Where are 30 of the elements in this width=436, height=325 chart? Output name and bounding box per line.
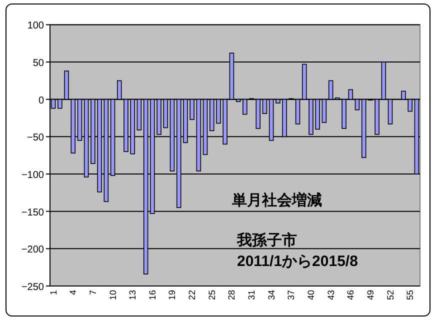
x-tick-label: 10 <box>108 290 118 300</box>
y-tick-label: 50 <box>32 58 44 70</box>
y-tick-label: −200 <box>21 244 44 256</box>
x-tick-label: 46 <box>346 290 356 300</box>
annotation: 我孫子市 <box>236 231 297 249</box>
x-tick-label: 52 <box>385 290 396 300</box>
x-tick-label: 1 <box>48 290 58 296</box>
y-tick-label: 0 <box>38 95 44 106</box>
x-tick-label: 34 <box>266 290 276 300</box>
y-tick-label: −100 <box>21 170 44 182</box>
x-tick-label: 31 <box>246 290 257 300</box>
x-tick-label: 13 <box>128 290 138 300</box>
y-tick-label: −50 <box>27 132 44 144</box>
annotation: 2011/1から2015/8 <box>237 253 358 270</box>
x-tick-label: 43 <box>326 290 336 300</box>
y-tick-label: −150 <box>21 207 44 218</box>
x-tick-label: 19 <box>167 290 178 300</box>
x-tick-label: 49 <box>365 290 376 300</box>
x-tick-label: 16 <box>147 290 158 300</box>
x-tick-label: 25 <box>206 290 217 300</box>
x-tick-label: 28 <box>226 290 237 300</box>
x-tick-label: 40 <box>306 290 316 300</box>
x-tick-label: 7 <box>88 290 98 296</box>
x-tick-label: 55 <box>405 290 416 300</box>
x-tick-label: 22 <box>187 290 198 300</box>
x-tick-label: 37 <box>286 290 296 300</box>
y-tick-label: −250 <box>21 282 44 293</box>
annotation: 単月社会増減 <box>231 191 322 209</box>
y-tick-label: 100 <box>27 20 44 32</box>
x-tick-label: 4 <box>68 290 78 296</box>
